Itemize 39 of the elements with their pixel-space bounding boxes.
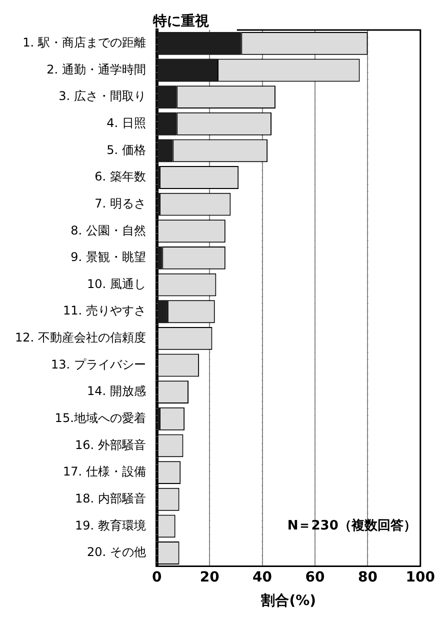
bar <box>157 32 242 55</box>
bar <box>157 139 173 162</box>
y-tick-label: 16. 外部騒音 <box>74 438 146 452</box>
x-axis-title: 割合(%) <box>260 592 316 610</box>
bar <box>157 58 218 82</box>
y-tick-label: 7. 明るさ <box>94 196 146 210</box>
y-tick-label: 6. 築年数 <box>94 170 146 184</box>
y-tick-label: 3. 広さ・間取り <box>58 89 146 104</box>
bar <box>157 300 168 324</box>
y-tick-label: 8. 公園・自然 <box>70 223 146 238</box>
y-tick-label: 17. 仕様・設備 <box>62 464 146 479</box>
y-tick-label: 12. 不動産会社の信頼度 <box>14 330 146 345</box>
y-tick-label: 4. 日照 <box>106 116 146 130</box>
bar <box>157 112 177 136</box>
annotation: N＝230（複数回答） <box>287 518 416 534</box>
y-tick-label: 19. 教育環境 <box>74 518 146 532</box>
y-tick-label: 10. 風通し <box>86 276 146 291</box>
bar <box>157 86 177 109</box>
y-tick-label: 20. その他 <box>86 545 146 560</box>
bar <box>157 166 160 189</box>
y-tick-label: 2. 通勤・通学時間 <box>46 62 146 76</box>
y-tick-label: 5. 価格 <box>106 142 146 157</box>
x-tick-label: 40 <box>252 569 272 586</box>
bar <box>157 246 162 270</box>
x-tick-label: 20 <box>200 569 220 586</box>
x-tick-label: 100 <box>406 569 436 586</box>
series-label: 特に重視 <box>152 12 209 30</box>
y-tick-label: 1. 駅・商店までの距離 <box>22 36 146 50</box>
bar <box>157 407 160 430</box>
y-tick-label: 9. 景観・眺望 <box>70 250 146 264</box>
x-tick-label: 80 <box>358 569 378 586</box>
x-tick-label: 0 <box>152 569 162 586</box>
y-tick-label: 15.地域への愛着 <box>54 411 146 426</box>
y-tick-label: 11. 売りやすさ <box>62 304 146 318</box>
y-tick-label: 18. 内部騒音 <box>74 491 146 506</box>
x-tick-label: 60 <box>305 569 325 586</box>
bar <box>157 192 160 216</box>
y-tick-label: 14. 開放感 <box>86 384 146 398</box>
y-tick-label: 13. プライバシー <box>50 357 146 372</box>
